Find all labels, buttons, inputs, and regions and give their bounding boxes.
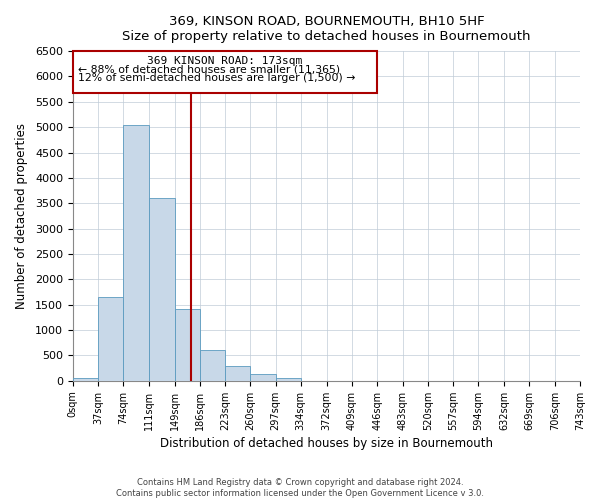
Bar [250,374,275,381]
Bar [73,378,98,381]
Bar [175,309,200,381]
Text: 369 KINSON ROAD: 173sqm: 369 KINSON ROAD: 173sqm [148,56,302,66]
Y-axis label: Number of detached properties: Number of detached properties [15,123,28,309]
Bar [98,297,124,381]
Bar [275,378,301,381]
Text: ← 88% of detached houses are smaller (11,365): ← 88% of detached houses are smaller (11… [78,65,340,75]
X-axis label: Distribution of detached houses by size in Bournemouth: Distribution of detached houses by size … [160,437,493,450]
Bar [124,124,149,381]
Bar [149,198,175,381]
FancyBboxPatch shape [73,51,377,92]
Text: Contains HM Land Registry data © Crown copyright and database right 2024.
Contai: Contains HM Land Registry data © Crown c… [116,478,484,498]
Bar [200,350,225,381]
Title: 369, KINSON ROAD, BOURNEMOUTH, BH10 5HF
Size of property relative to detached ho: 369, KINSON ROAD, BOURNEMOUTH, BH10 5HF … [122,15,530,43]
Text: 12% of semi-detached houses are larger (1,500) →: 12% of semi-detached houses are larger (… [78,73,356,83]
Bar [225,366,250,381]
